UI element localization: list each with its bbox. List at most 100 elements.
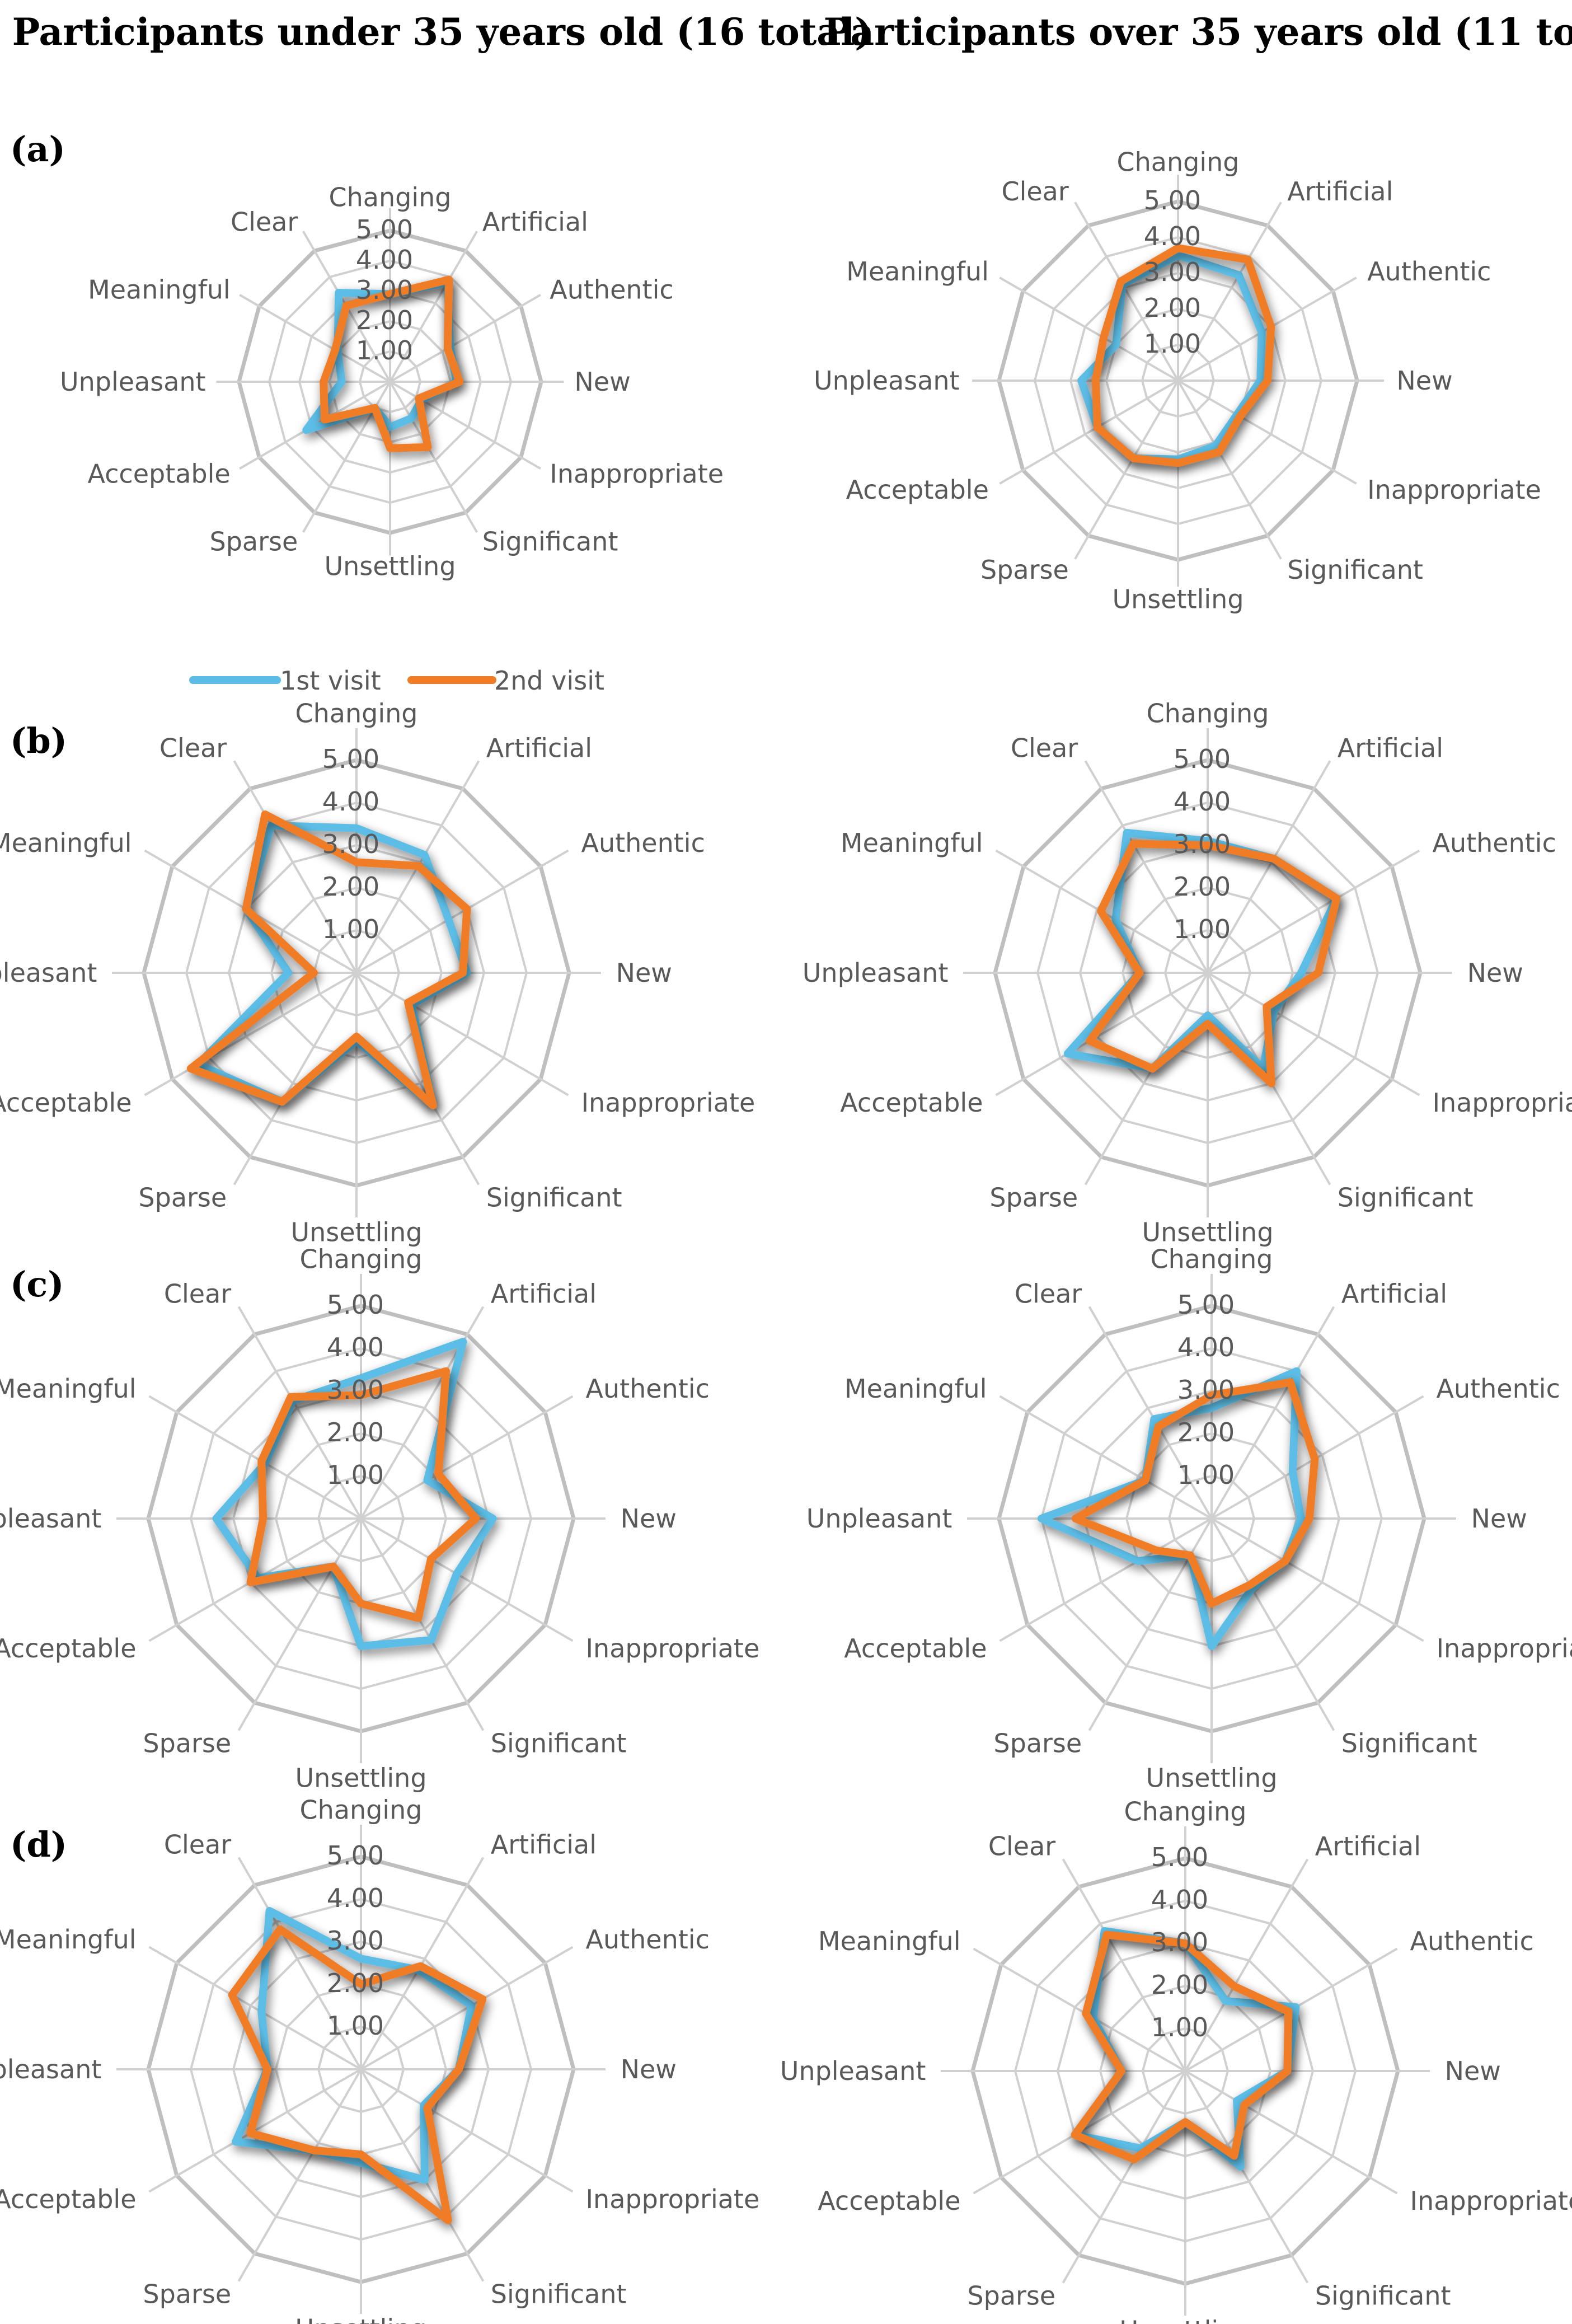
axis-label-artificial: Artificial [1287,176,1393,207]
axis-label-changing: Changing [1151,1244,1273,1274]
axis-label-meaningful: Meaningful [841,828,983,858]
grid-spoke [1062,2070,1186,2284]
tick-label: 1.00 [327,1460,384,1490]
axis-label-acceptable: Acceptable [0,2184,137,2214]
axis-label-artificial: Artificial [1341,1279,1447,1309]
axis-label-new: New [574,367,630,397]
tick-label: 3.00 [356,275,413,305]
tick-label: 1.00 [1151,2012,1208,2042]
radar-chart-3: 1.00 2.00 3.00 4.00 5.00 Changing Artificial Au… [0,698,755,1247]
grid-spoke [389,231,478,383]
tick-label: 4.00 [1177,1332,1235,1362]
axis-label-unsettling: Unsettling [295,2314,426,2324]
tick-label: 1.00 [1177,1460,1235,1490]
axis-label-artificial: Artificial [1338,733,1443,763]
tick-label: 5.00 [327,1290,384,1320]
axis-label-sparse: Sparse [980,555,1069,585]
axis-label-significant: Significant [1338,1182,1474,1212]
grid-spoke [360,1395,574,1520]
radar-chart-7: 1.00 2.00 3.00 4.00 5.00 Changing Artificial Au… [0,1794,759,2324]
axis-label-meaningful: Meaningful [818,1926,961,1956]
tick-label: 1.00 [327,2011,384,2041]
axis-label-new: New [1445,2056,1501,2086]
axis-label-inappropriate: Inappropriate [1432,1088,1572,1118]
grid-spoke [237,2069,362,2282]
series-line-2nd-visit [1086,840,1341,1088]
tick-label: 1.00 [322,914,379,944]
tick-label: 4.00 [356,245,413,275]
axis-label-meaningful: Meaningful [0,828,132,858]
grid-spoke [1088,1306,1213,1519]
legend-label-first-visit: 1st visit [280,666,381,696]
tick-label: 3.00 [327,1375,384,1405]
tick-label: 4.00 [1151,1885,1208,1915]
radar-chart-5: 1.00 2.00 3.00 4.00 5.00 Changing Artificial Au… [0,1244,759,1793]
tick-label: 3.00 [1174,829,1231,859]
axis-label-unsettling: Unsettling [295,1763,426,1793]
grid-spoke [148,1946,362,2070]
tick-label: 2.00 [356,305,413,335]
axis-label-clear: Clear [988,1831,1055,1862]
axis-label-changing: Changing [329,182,452,213]
radar-chart-2: 1.00 2.00 3.00 4.00 5.00 Changing Artificial Au… [814,147,1541,615]
grid-spoke [973,1947,1186,2072]
grid-spoke [360,2068,574,2193]
axis-label-acceptable: Acceptable [840,1088,983,1118]
grid-spoke [1084,972,1209,1186]
axis-label-unpleasant: Unpleasant [803,958,949,988]
grid-spoke [356,849,569,974]
grid-spoke [1185,2070,1398,2195]
grid-spoke [1211,1517,1424,1642]
axis-label-acceptable: Acceptable [844,1633,987,1664]
axis-label-unsettling: Unsettling [1119,2316,1251,2324]
grid-spoke [999,379,1179,485]
tick-label: 5.00 [1144,185,1201,215]
grid-spoke [233,760,358,973]
panel-label-a: (a) [10,129,65,170]
tick-label: 3.00 [1151,1927,1208,1957]
tick-label: 5.00 [1151,1842,1208,1872]
grid-spoke [302,381,391,533]
axis-label-authentic: Authentic [1432,828,1556,858]
grid-spoke [1184,2070,1309,2284]
grid-spoke [1184,1858,1309,2072]
header-under-35: Participants under 35 years old (16 tota… [12,10,872,54]
tick-label: 5.00 [322,744,379,774]
axis-label-unsettling: Unsettling [1142,1217,1273,1248]
axis-label-sparse: Sparse [143,1728,231,1758]
axis-label-unsettling: Unsettling [1146,1763,1277,1793]
axis-label-authentic: Authentic [585,1374,709,1404]
grid-spoke [355,972,480,1186]
grid-spoke [360,1517,574,1642]
grid-spoke [356,972,569,1097]
grid-spoke [1177,379,1282,560]
grid-spoke [1177,202,1282,381]
axis-label-authentic: Authentic [550,274,673,304]
axis-label-clear: Clear [231,207,298,237]
axis-label-new: New [621,1503,677,1534]
radar-chart-8: 1.00 2.00 3.00 4.00 5.00 Changing Artificial Au… [780,1796,1572,2324]
grid-spoke [1210,1306,1335,1519]
grid-spoke [1062,1858,1186,2072]
grid-spoke [1207,760,1331,973]
axis-label-significant: Significant [1341,1728,1477,1758]
grid-spoke [995,972,1208,1097]
axis-label-acceptable: Acceptable [818,2186,960,2216]
grid-spoke [1177,379,1357,485]
series-line-2nd-visit [1071,1378,1319,1608]
tick-label: 4.00 [1144,221,1201,251]
axis-label-unpleasant: Unpleasant [806,1503,952,1534]
axis-label-inappropriate: Inappropriate [550,459,724,489]
axis-label-significant: Significant [482,526,618,556]
tick-label: 1.00 [1174,914,1231,944]
tick-label: 3.00 [1177,1375,1235,1405]
grid-spoke [148,1395,362,1520]
axis-label-authentic: Authentic [581,828,705,858]
series-line-2nd-visit [320,275,464,452]
radar-chart-6: 1.00 2.00 3.00 4.00 5.00 Changing Artificial Au… [806,1244,1572,1793]
axis-label-authentic: Authentic [1436,1374,1560,1404]
grid-spoke [360,1518,485,1731]
axis-label-clear: Clear [1011,733,1078,763]
axis-label-meaningful: Meaningful [0,1374,137,1404]
axis-label-changing: Changing [1147,698,1269,728]
